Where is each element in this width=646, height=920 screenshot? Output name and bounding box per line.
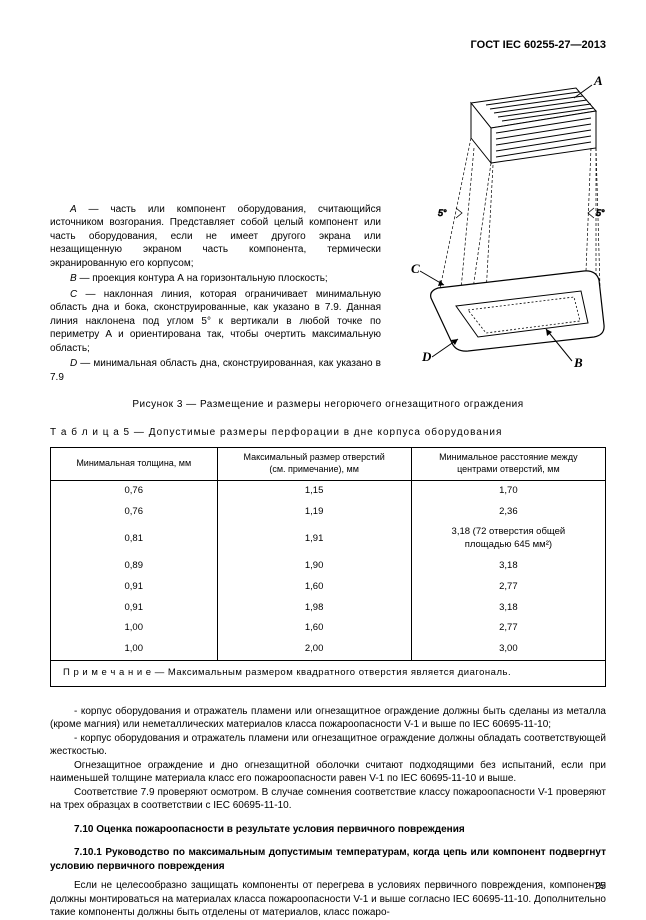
table-row: 0,761,192,36 (51, 502, 606, 523)
svg-text:5°: 5° (438, 208, 447, 218)
table-cell: 1,70 (411, 480, 605, 501)
table-cell: 1,91 (217, 522, 411, 556)
table-cell: 3,18 (411, 556, 605, 577)
table-cell: 2,36 (411, 502, 605, 523)
body-p2: - корпус оборудования и отражатель пламе… (50, 732, 606, 759)
table-row: 0,911,983,18 (51, 598, 606, 619)
table-cell: 0,81 (51, 522, 218, 556)
def-a-text: — часть или компонент оборудования, счит… (50, 204, 381, 269)
table-cell: 2,77 (411, 577, 605, 598)
table-cell: 1,90 (217, 556, 411, 577)
svg-text:A: A (593, 73, 603, 88)
svg-text:C: C (411, 261, 420, 276)
svg-text:5°: 5° (596, 208, 605, 218)
body-p5: Если не целесообразно защищать компонент… (50, 879, 606, 920)
svg-text:D: D (421, 349, 432, 364)
figure-caption: Рисунок 3 — Размещение и размеры негорюч… (50, 398, 606, 412)
table-cell: 3,00 (411, 639, 605, 660)
table-row: 0,811,913,18 (72 отверстия общей площадь… (51, 522, 606, 556)
page-number: 25 (595, 880, 606, 894)
table-cell: 0,89 (51, 556, 218, 577)
def-c-text: — наклонная линия, которая ограничивает … (50, 289, 381, 354)
table-col-2: Минимальное расстояние между центрами от… (411, 448, 605, 480)
table-col-1: Максимальный размер отверстий (см. приме… (217, 448, 411, 480)
table-row: 0,761,151,70 (51, 480, 606, 501)
def-a-symbol: А (70, 204, 77, 215)
table-cell: 0,91 (51, 577, 218, 598)
table-cell: 1,60 (217, 618, 411, 639)
table-cell: 0,76 (51, 502, 218, 523)
def-b-text: — проекция контура А на горизонтальную п… (77, 273, 328, 284)
table-row: 1,001,602,77 (51, 618, 606, 639)
body-p1: - корпус оборудования и отражатель пламе… (50, 705, 606, 732)
table-row: 0,911,602,77 (51, 577, 606, 598)
table-note: П р и м е ч а н и е — Максимальным разме… (51, 661, 606, 687)
body-p3: Огнезащитное ограждение и дно огнезащитн… (50, 759, 606, 786)
body-p4: Соответствие 7.9 проверяют осмотром. В с… (50, 786, 606, 813)
doc-header: ГОСТ IEC 60255-27—2013 (50, 38, 606, 53)
def-d-text: — минимальная область дна, сконструирова… (50, 358, 381, 383)
table-title: Т а б л и ц а 5 — Допустимые размеры пер… (50, 426, 606, 440)
svg-text:B: B (573, 355, 583, 370)
table-cell: 1,98 (217, 598, 411, 619)
table-cell: 1,60 (217, 577, 411, 598)
table-col-0: Минимальная толщина, мм (51, 448, 218, 480)
table-cell: 3,18 (72 отверстия общей площадью 645 мм… (411, 522, 605, 556)
table-cell: 3,18 (411, 598, 605, 619)
section-7-10: 7.10 Оценка пожароопасности в результате… (50, 823, 606, 837)
table-cell: 1,00 (51, 618, 218, 639)
def-b-symbol: В (70, 273, 77, 284)
table-cell: 1,19 (217, 502, 411, 523)
body-text: - корпус оборудования и отражатель пламе… (50, 705, 606, 920)
figure-3: A 5° 5° (396, 73, 606, 387)
table-row: 0,891,903,18 (51, 556, 606, 577)
table-cell: 0,91 (51, 598, 218, 619)
table-cell: 2,77 (411, 618, 605, 639)
table-cell: 0,76 (51, 480, 218, 501)
table-5: Минимальная толщина, мм Максимальный раз… (50, 447, 606, 687)
table-cell: 1,15 (217, 480, 411, 501)
table-row: 1,002,003,00 (51, 639, 606, 660)
section-7-10-1: 7.10.1 Руководство по максимальным допус… (50, 846, 606, 873)
definitions-block: А — часть или компонент оборудования, сч… (50, 73, 381, 387)
table-cell: 2,00 (217, 639, 411, 660)
table-cell: 1,00 (51, 639, 218, 660)
